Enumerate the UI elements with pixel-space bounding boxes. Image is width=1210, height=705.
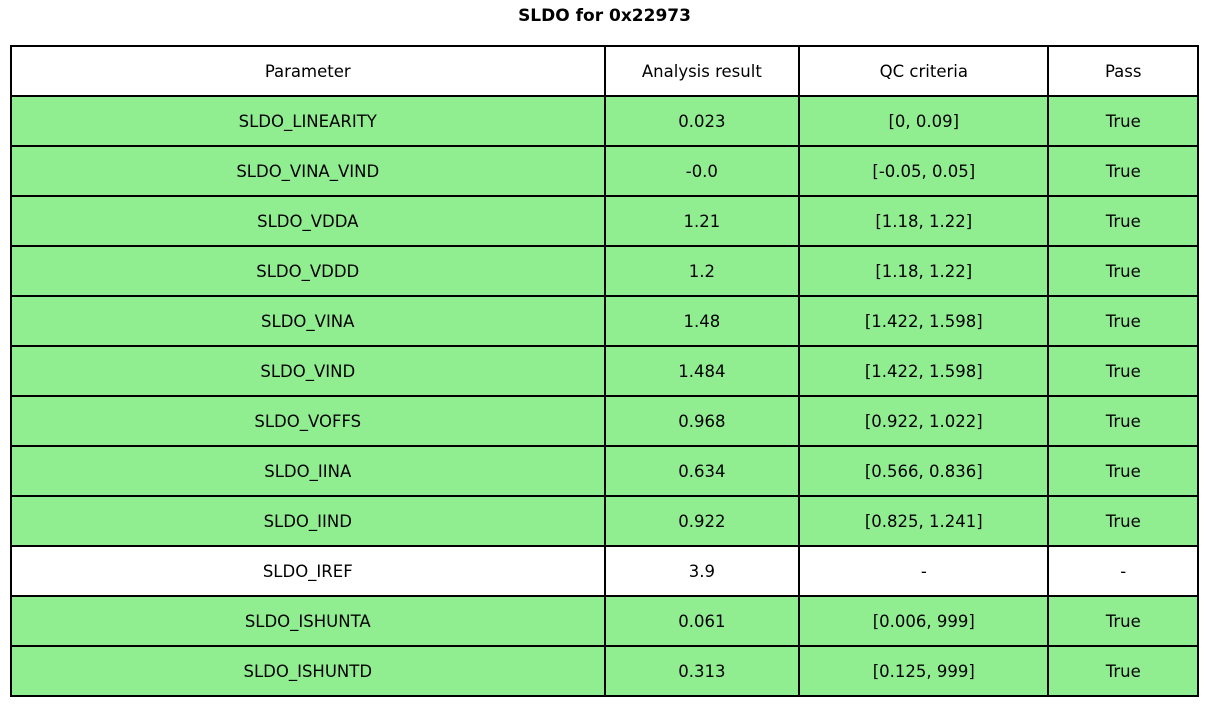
pass-cell: True	[1048, 346, 1198, 396]
pass-cell: True	[1048, 596, 1198, 646]
analysis-result-cell: -0.0	[604, 146, 800, 196]
table-row: SLDO_VINA_VIND -0.0 [-0.05, 0.05] True	[11, 146, 1198, 196]
table-row: SLDO_IREF 3.9 - -	[11, 546, 1198, 596]
qc-criteria-cell: [0, 0.09]	[799, 96, 1049, 146]
parameter-cell: SLDO_LINEARITY	[11, 96, 605, 146]
analysis-result-cell: 1.2	[604, 246, 800, 296]
parameter-cell: SLDO_VINA_VIND	[11, 146, 605, 196]
analysis-result-cell: 1.484	[604, 346, 800, 396]
parameter-cell: SLDO_VDDA	[11, 196, 605, 246]
page-title: SLDO for 0x22973	[518, 6, 691, 26]
qc-criteria-cell: [1.18, 1.22]	[799, 246, 1049, 296]
pass-cell: True	[1048, 646, 1198, 696]
column-header-parameter: Parameter	[11, 46, 605, 96]
table-row: SLDO_VDDD 1.2 [1.18, 1.22] True	[11, 246, 1198, 296]
analysis-result-cell: 0.968	[604, 396, 800, 446]
pass-cell: True	[1048, 396, 1198, 446]
table-row: SLDO_IINA 0.634 [0.566, 0.836] True	[11, 446, 1198, 496]
analysis-result-cell: 3.9	[604, 546, 800, 596]
parameter-cell: SLDO_ISHUNTD	[11, 646, 605, 696]
table-body: SLDO_LINEARITY 0.023 [0, 0.09] True SLDO…	[11, 96, 1198, 696]
table-row: SLDO_VDDA 1.21 [1.18, 1.22] True	[11, 196, 1198, 246]
table-row: SLDO_ISHUNTD 0.313 [0.125, 999] True	[11, 646, 1198, 696]
table-row: SLDO_IIND 0.922 [0.825, 1.241] True	[11, 496, 1198, 546]
parameter-cell: SLDO_VIND	[11, 346, 605, 396]
qc-criteria-cell: [0.566, 0.836]	[799, 446, 1049, 496]
qc-criteria-cell: [0.922, 1.022]	[799, 396, 1049, 446]
pass-cell: True	[1048, 496, 1198, 546]
table-row: SLDO_VINA 1.48 [1.422, 1.598] True	[11, 296, 1198, 346]
pass-cell: True	[1048, 446, 1198, 496]
analysis-result-cell: 0.023	[604, 96, 800, 146]
parameter-cell: SLDO_IIND	[11, 496, 605, 546]
qc-criteria-cell: [0.006, 999]	[799, 596, 1049, 646]
parameter-cell: SLDO_VDDD	[11, 246, 605, 296]
column-header-analysis-result: Analysis result	[604, 46, 800, 96]
parameter-cell: SLDO_IREF	[11, 546, 605, 596]
analysis-result-cell: 1.21	[604, 196, 800, 246]
table-header-row: Parameter Analysis result QC criteria Pa…	[11, 46, 1198, 96]
pass-cell: True	[1048, 96, 1198, 146]
qc-criteria-cell: [0.825, 1.241]	[799, 496, 1049, 546]
analysis-result-cell: 0.313	[604, 646, 800, 696]
column-header-qc-criteria: QC criteria	[799, 46, 1049, 96]
pass-cell: True	[1048, 246, 1198, 296]
qc-criteria-cell: [-0.05, 0.05]	[799, 146, 1049, 196]
qc-criteria-cell: -	[799, 546, 1049, 596]
table-row: SLDO_ISHUNTA 0.061 [0.006, 999] True	[11, 596, 1198, 646]
qc-criteria-cell: [1.18, 1.22]	[799, 196, 1049, 246]
pass-cell: True	[1048, 146, 1198, 196]
qc-criteria-cell: [1.422, 1.598]	[799, 296, 1049, 346]
analysis-result-cell: 0.061	[604, 596, 800, 646]
analysis-result-cell: 0.634	[604, 446, 800, 496]
pass-cell: -	[1048, 546, 1198, 596]
qc-criteria-cell: [0.125, 999]	[799, 646, 1049, 696]
analysis-result-cell: 0.922	[604, 496, 800, 546]
table-row: SLDO_VIND 1.484 [1.422, 1.598] True	[11, 346, 1198, 396]
parameter-cell: SLDO_VOFFS	[11, 396, 605, 446]
qc-results-table: Parameter Analysis result QC criteria Pa…	[10, 45, 1199, 697]
parameter-cell: SLDO_IINA	[11, 446, 605, 496]
qc-criteria-cell: [1.422, 1.598]	[799, 346, 1049, 396]
parameter-cell: SLDO_ISHUNTA	[11, 596, 605, 646]
column-header-pass: Pass	[1048, 46, 1198, 96]
parameter-cell: SLDO_VINA	[11, 296, 605, 346]
pass-cell: True	[1048, 196, 1198, 246]
pass-cell: True	[1048, 296, 1198, 346]
table-row: SLDO_LINEARITY 0.023 [0, 0.09] True	[11, 96, 1198, 146]
analysis-result-cell: 1.48	[604, 296, 800, 346]
table-row: SLDO_VOFFS 0.968 [0.922, 1.022] True	[11, 396, 1198, 446]
